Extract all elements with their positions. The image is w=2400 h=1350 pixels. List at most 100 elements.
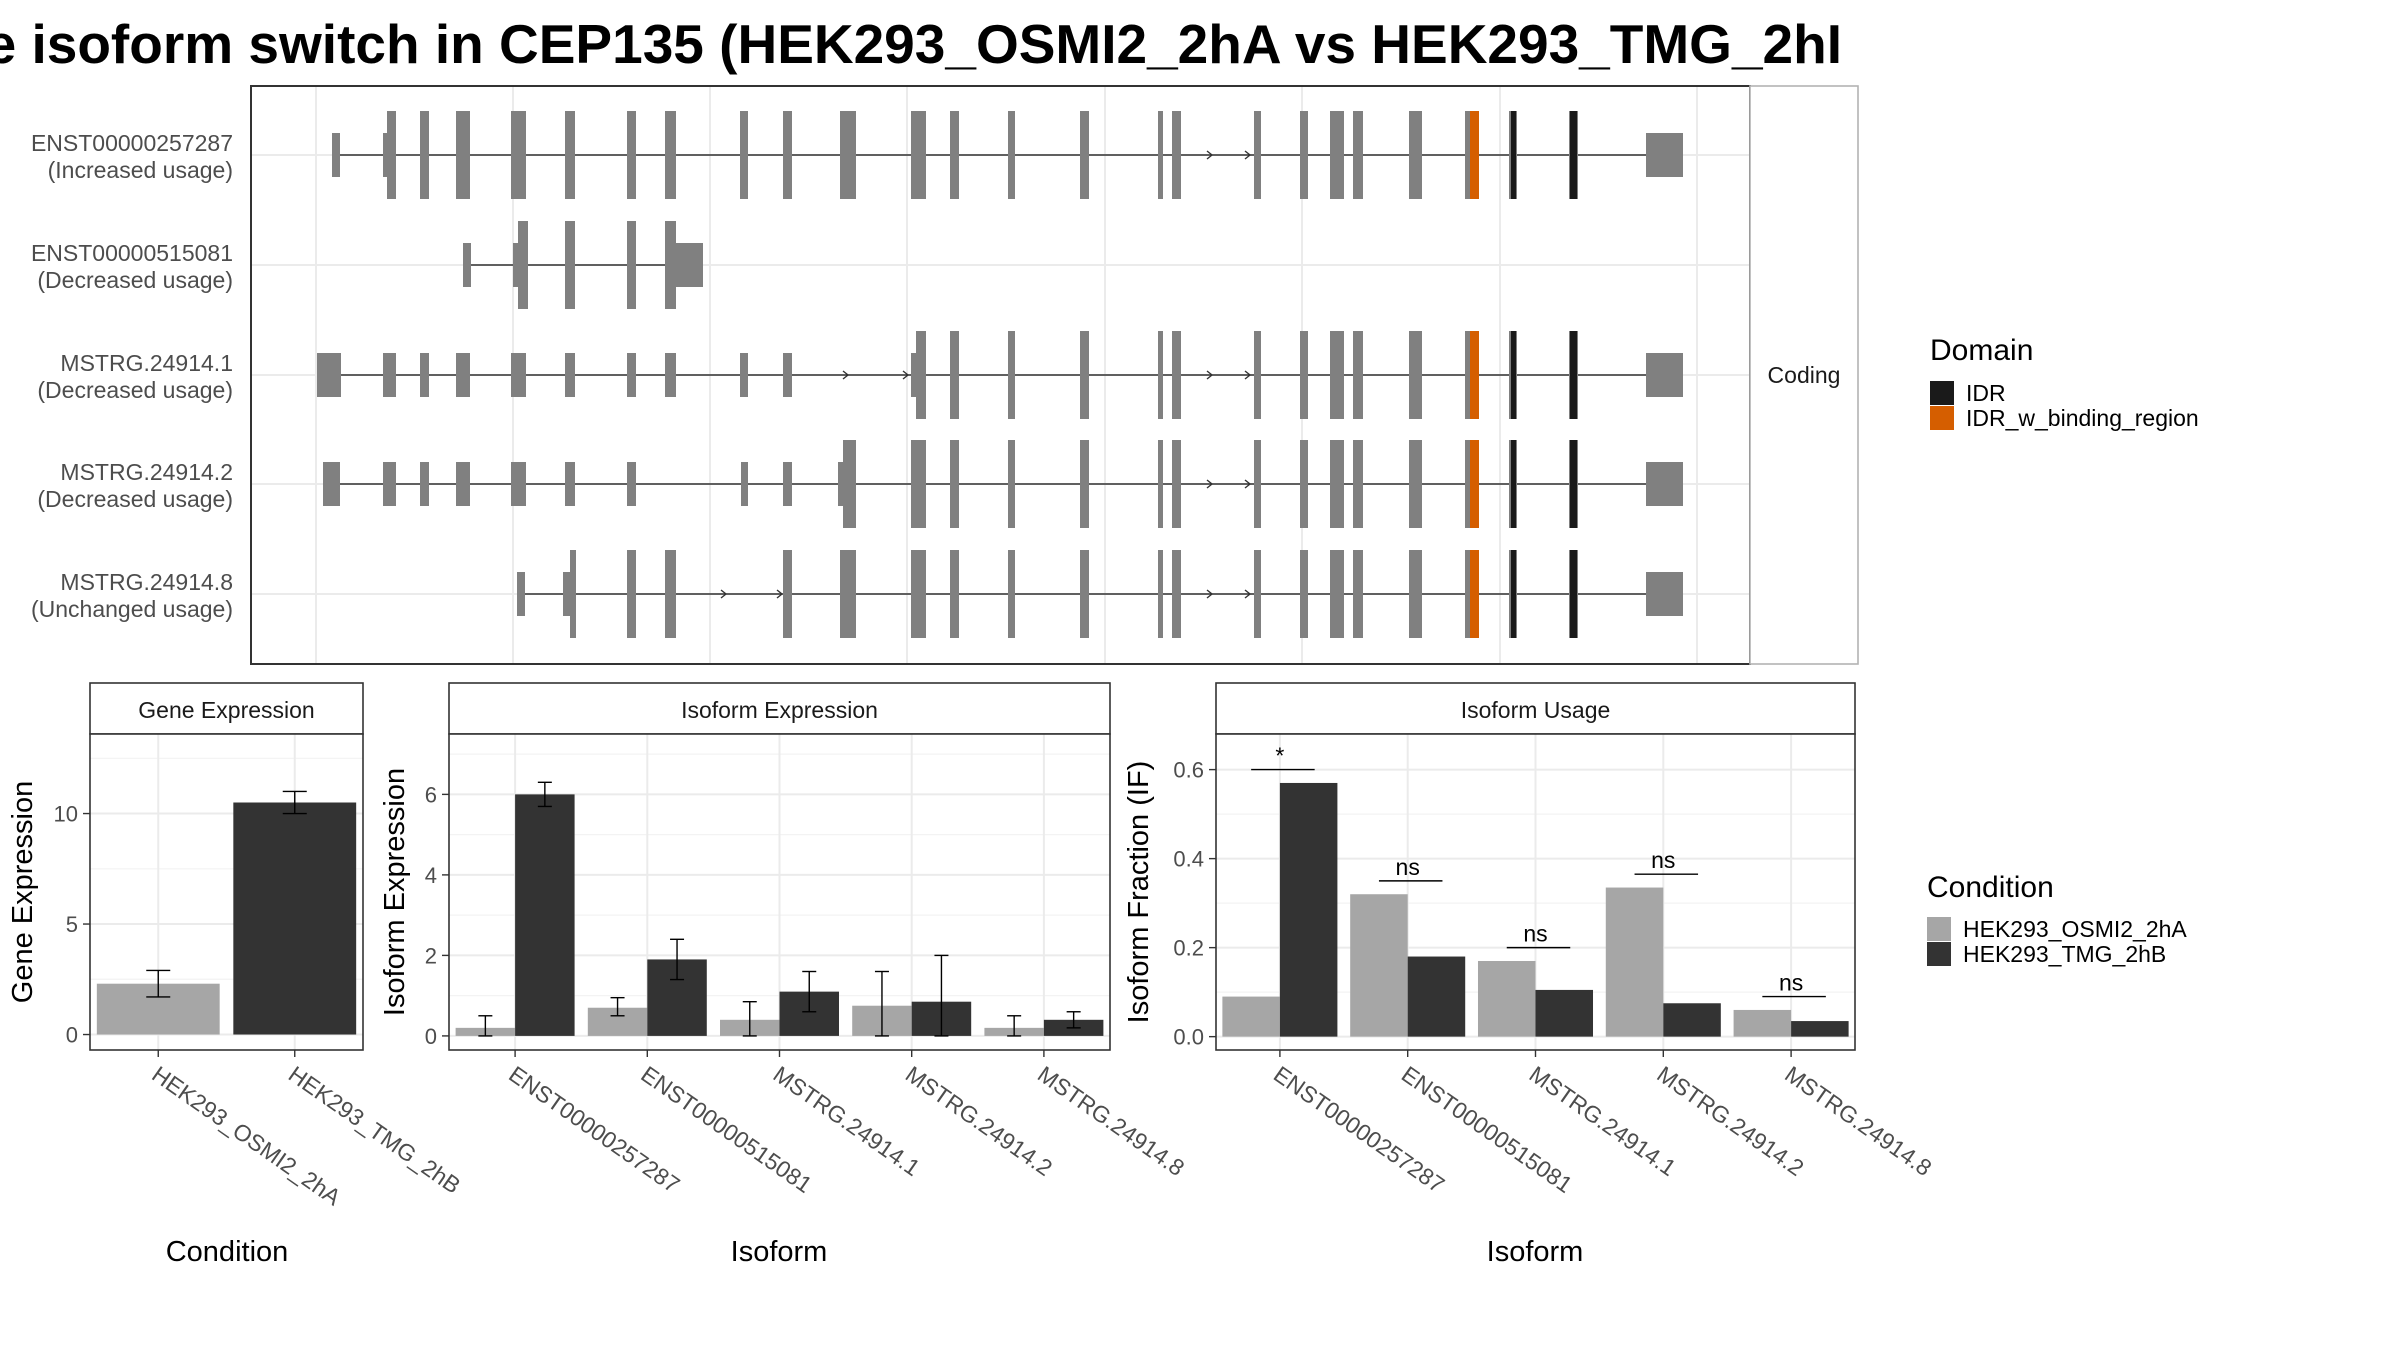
y-axis-title-0: Gene Expression bbox=[7, 781, 39, 1003]
exon-1-5 bbox=[665, 221, 676, 309]
exon-4-12 bbox=[1172, 550, 1181, 638]
bar-2-1-0 bbox=[1279, 782, 1338, 1037]
exon-3-8 bbox=[783, 462, 792, 506]
exon-3-1 bbox=[383, 462, 396, 506]
domain-legend-key-0 bbox=[1930, 381, 1954, 405]
exon-2-26 bbox=[1646, 353, 1683, 397]
condition-legend-key-1 bbox=[1927, 942, 1951, 966]
panel-title-2: Isoform Usage bbox=[1461, 697, 1611, 723]
strand-arrow-0-1 bbox=[1244, 150, 1252, 160]
y-tick-label-1-1: 2 bbox=[425, 943, 437, 968]
significance-label-0: * bbox=[1275, 743, 1284, 769]
x-axis-title-2: Isoform bbox=[1487, 1236, 1584, 1268]
exon-3-3 bbox=[456, 462, 470, 506]
condition-legend-title: Condition bbox=[1927, 871, 2054, 904]
transcript-id-label-1: ENST00000515081 bbox=[31, 240, 233, 266]
strand-arrow-4-3 bbox=[1244, 589, 1252, 599]
transcript-id-label-0: ENST00000257287 bbox=[31, 130, 233, 156]
bar-2-1-2 bbox=[1535, 989, 1594, 1037]
transcript-usage-label-2: (Decreased usage) bbox=[37, 377, 233, 403]
exon-4-2 bbox=[570, 550, 576, 638]
strand-arrow-4-0 bbox=[720, 589, 728, 599]
exon-3-10 bbox=[843, 440, 856, 528]
y-axis-title-1: Isoform Expression bbox=[379, 768, 411, 1016]
exon-4-15 bbox=[1330, 550, 1344, 638]
facet-label-coding: Coding bbox=[1768, 362, 1841, 388]
transcript-usage-label-0: (Increased usage) bbox=[48, 157, 233, 183]
exon-0-1 bbox=[383, 133, 387, 177]
exon-0-10 bbox=[783, 111, 792, 199]
exon-2-1 bbox=[383, 353, 396, 397]
exon-3-16 bbox=[1172, 440, 1181, 528]
exon-3-19 bbox=[1330, 440, 1344, 528]
y-tick-label-2-1: 0.2 bbox=[1173, 936, 1204, 961]
exon-0-9 bbox=[740, 111, 748, 199]
exon-2-16 bbox=[1172, 331, 1181, 419]
exon-0-23 bbox=[1465, 111, 1471, 199]
exon-3-12 bbox=[950, 440, 959, 528]
exon-4-18 bbox=[1465, 550, 1471, 638]
exon-4-13 bbox=[1254, 550, 1261, 638]
exon-0-13 bbox=[950, 111, 959, 199]
exon-1-6 bbox=[676, 243, 703, 287]
y-tick-label-1-2: 4 bbox=[425, 863, 437, 888]
idr-domain-0-b bbox=[1570, 111, 1577, 199]
exon-0-0 bbox=[332, 133, 340, 177]
transcript-id-label-2: MSTRG.24914.1 bbox=[60, 350, 233, 376]
exon-4-11 bbox=[1158, 550, 1163, 638]
transcript-usage-label-3: (Decreased usage) bbox=[37, 486, 233, 512]
exon-2-7 bbox=[665, 353, 676, 397]
bar-2-1-1 bbox=[1407, 956, 1466, 1037]
idr-binding-domain-0 bbox=[1470, 111, 1479, 199]
exon-0-14 bbox=[1008, 111, 1015, 199]
exon-3-5 bbox=[565, 462, 575, 506]
exon-4-9 bbox=[1008, 550, 1015, 638]
transcript-usage-label-4: (Unchanged usage) bbox=[31, 596, 233, 622]
condition-legend-label-0: HEK293_OSMI2_2hA bbox=[1963, 916, 2187, 942]
strand-arrow-4-2 bbox=[1206, 589, 1214, 599]
exon-0-22 bbox=[1409, 111, 1422, 199]
domain-legend-title: Domain bbox=[1930, 334, 2033, 367]
exon-1-4 bbox=[627, 221, 636, 309]
exon-2-22 bbox=[1465, 331, 1471, 419]
significance-label-4: ns bbox=[1779, 970, 1803, 996]
transcript-usage-label-1: (Decreased usage) bbox=[37, 267, 233, 293]
exon-2-4 bbox=[511, 353, 526, 397]
exon-3-7 bbox=[741, 462, 748, 506]
panel-strip-0 bbox=[89, 682, 364, 735]
y-tick-label-1-3: 6 bbox=[425, 782, 437, 807]
exon-4-17 bbox=[1409, 550, 1422, 638]
strand-arrow-2-2 bbox=[1206, 370, 1214, 380]
domain-legend-label-0: IDR bbox=[1966, 380, 2006, 406]
idr-binding-domain-4 bbox=[1470, 550, 1479, 638]
exon-2-15 bbox=[1158, 331, 1163, 419]
exon-0-5 bbox=[511, 111, 526, 199]
exon-2-2 bbox=[420, 353, 429, 397]
facet-strip bbox=[1749, 85, 1859, 665]
exon-3-2 bbox=[420, 462, 429, 506]
bar-2-0-2 bbox=[1477, 960, 1536, 1037]
exon-0-4 bbox=[456, 111, 470, 199]
bar-2-0-3 bbox=[1605, 887, 1664, 1037]
bar-2-1-4 bbox=[1791, 1021, 1849, 1037]
exon-3-9 bbox=[838, 462, 843, 506]
exon-4-0 bbox=[517, 572, 525, 616]
idr-domain-3-a bbox=[1511, 440, 1516, 528]
strand-arrow-0-0 bbox=[1206, 150, 1214, 160]
exon-2-3 bbox=[456, 353, 470, 397]
exon-3-6 bbox=[627, 462, 636, 506]
exon-3-20 bbox=[1353, 440, 1363, 528]
exon-3-14 bbox=[1080, 440, 1089, 528]
idr-binding-domain-2 bbox=[1470, 331, 1479, 419]
panel-title-1: Isoform Expression bbox=[681, 697, 878, 723]
exon-3-4 bbox=[511, 462, 526, 506]
exon-2-8 bbox=[740, 353, 748, 397]
exon-0-2 bbox=[387, 111, 396, 199]
exon-4-3 bbox=[627, 550, 636, 638]
y-tick-label-2-3: 0.6 bbox=[1173, 758, 1204, 783]
bar-2-0-1 bbox=[1350, 894, 1408, 1037]
exon-3-22 bbox=[1465, 440, 1471, 528]
exon-2-6 bbox=[627, 353, 636, 397]
exon-4-4 bbox=[665, 550, 676, 638]
